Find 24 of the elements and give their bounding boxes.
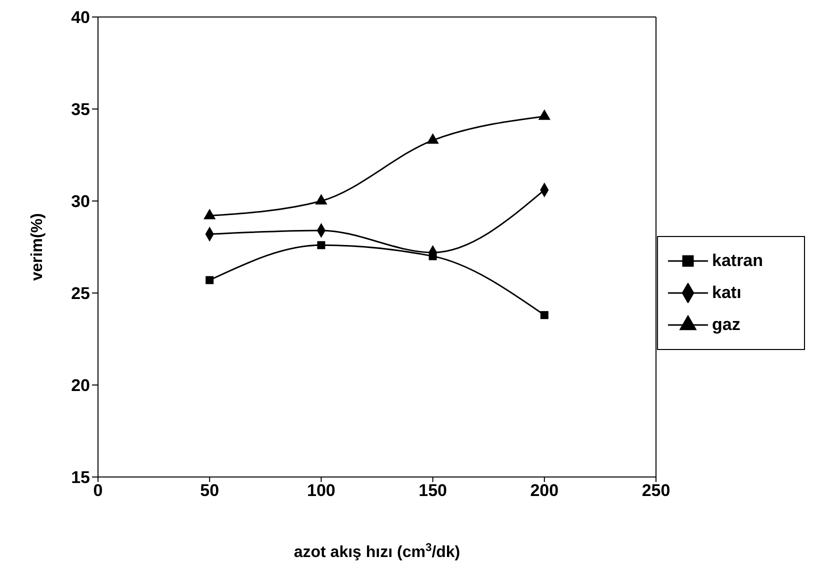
point bbox=[315, 194, 328, 205]
x-tick-label: 250 bbox=[642, 481, 670, 500]
y-tick-label: 15 bbox=[71, 468, 90, 488]
y-tick-label: 25 bbox=[71, 284, 90, 304]
y-tick-label: 30 bbox=[71, 192, 90, 212]
x-axis-title: azot akış hızı (cm$^{3}$/dk) bbox=[294, 542, 460, 561]
x-tick-label: 100 bbox=[307, 481, 336, 500]
y-axis-title: verim(%) bbox=[29, 213, 46, 281]
point bbox=[317, 241, 326, 250]
point bbox=[206, 276, 214, 284]
point bbox=[204, 208, 216, 220]
legend-label: katı bbox=[712, 282, 742, 302]
x-tick-label: 0 bbox=[93, 481, 103, 500]
y-tick-label: 35 bbox=[71, 100, 90, 120]
x-tick-label: 150 bbox=[418, 481, 447, 500]
legend-label: gaz bbox=[712, 314, 740, 334]
legend-label: katran bbox=[712, 250, 764, 270]
point bbox=[426, 133, 439, 144]
point bbox=[538, 109, 550, 120]
y-tick-label: 40 bbox=[71, 8, 90, 28]
y-tick-label: 20 bbox=[71, 376, 90, 396]
x-tick-label: 50 bbox=[200, 481, 220, 500]
point bbox=[540, 311, 548, 320]
x-tick-label: 200 bbox=[530, 481, 559, 500]
